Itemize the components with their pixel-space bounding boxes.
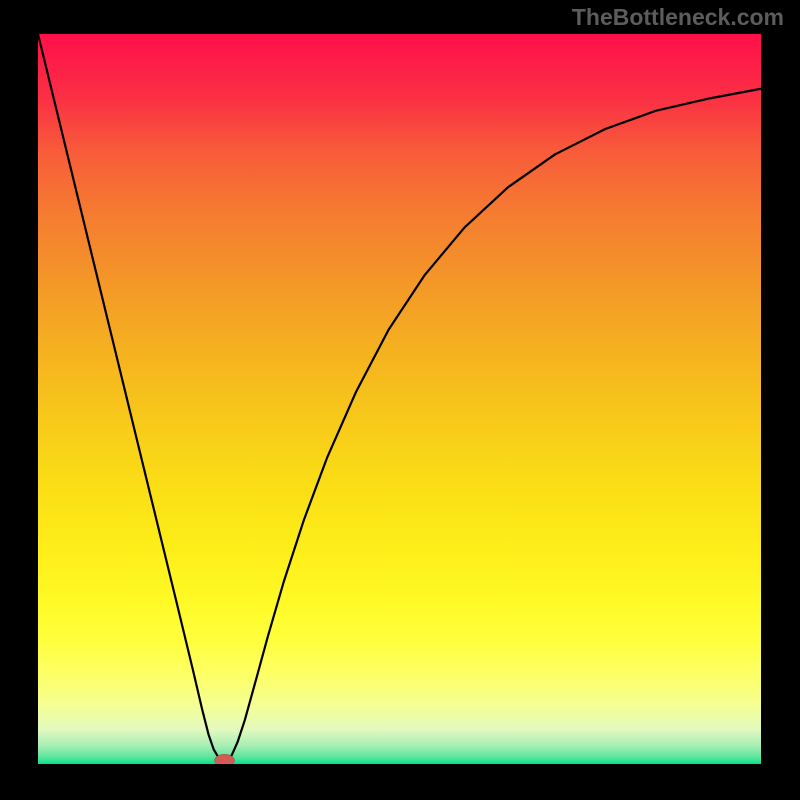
optimum-marker xyxy=(215,754,235,764)
chart-plot-area xyxy=(38,34,761,764)
watermark-text: TheBottleneck.com xyxy=(572,4,784,31)
bottleneck-curve xyxy=(38,34,761,760)
chart-curve-layer xyxy=(38,34,761,764)
